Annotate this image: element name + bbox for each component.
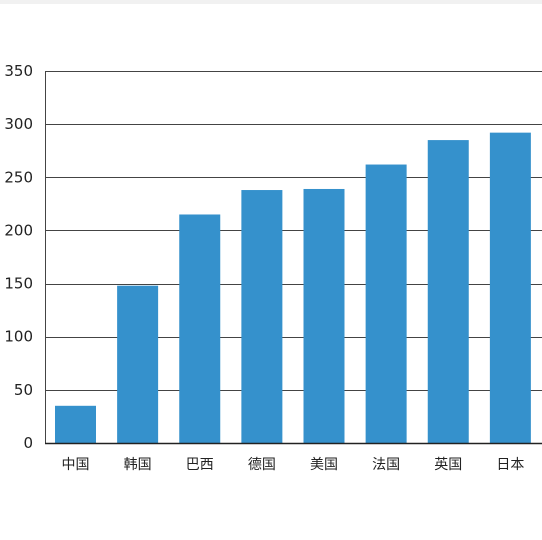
x-tick-label: 日本 [496, 457, 524, 473]
bar [303, 188, 345, 443]
bar [489, 132, 531, 443]
x-tick-label: 英国 [434, 456, 462, 473]
x-tick-label: 德国 [248, 457, 276, 473]
y-tick-label: 250 [4, 168, 33, 186]
y-tick-label: 100 [4, 328, 33, 346]
x-tick-label: 中国 [62, 457, 90, 473]
bar [241, 190, 283, 443]
bar [365, 164, 407, 443]
bar [55, 405, 96, 443]
y-tick-label: 200 [4, 221, 33, 239]
y-tick-label: 350 [4, 62, 33, 80]
x-tick-label: 美国 [310, 457, 338, 473]
bar [427, 140, 469, 444]
bars [55, 132, 531, 444]
y-tick-label: 300 [4, 115, 33, 133]
top-strip [0, 0, 542, 4]
x-tick-label: 韩国 [124, 457, 152, 473]
bar [179, 214, 221, 443]
x-tick-label: 法国 [372, 457, 400, 473]
y-tick-label: 0 [23, 434, 33, 452]
y-tick-label: 150 [4, 275, 33, 293]
y-axis-ticks: 0 50 100 150 200 250 300 350 [4, 62, 33, 452]
x-axis-ticks: 中国 韩国 巴西 德国 美国 法国 英国 日本 [62, 456, 525, 473]
bar [117, 285, 159, 443]
x-tick-label: 巴西 [186, 457, 214, 473]
y-tick-label: 50 [14, 381, 33, 399]
